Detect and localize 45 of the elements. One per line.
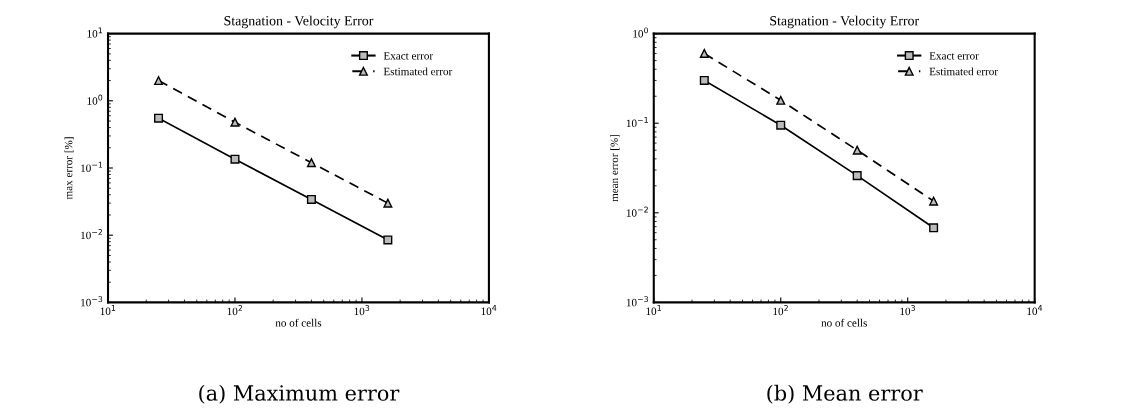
y-tick-label: 10$^{−1}$ (626, 117, 648, 128)
x-axis-title: no of cells (821, 318, 867, 327)
legend-label: Estimated error (383, 67, 453, 76)
point (154, 113, 164, 123)
text: (b) Mean error (767, 384, 923, 404)
x-tick-label: 10$^{4}$ (481, 305, 497, 316)
point (383, 198, 393, 208)
point (306, 158, 316, 168)
y-tick-label: 10$^{−3}$ (81, 296, 103, 307)
point (929, 196, 939, 206)
y-axis-title: max error [%] (64, 137, 74, 200)
x-tick-label: 10$^{2}$ (773, 305, 788, 316)
x-tick-label: 10$^{2}$ (227, 305, 243, 316)
point (776, 95, 786, 105)
text: (a) Maximum error (199, 384, 400, 404)
y-tick-label: 10$^{1}$ (87, 27, 103, 38)
point (154, 76, 164, 86)
point (852, 171, 862, 181)
chart-title: Stagnation - Velocity Error (224, 15, 374, 29)
point (776, 120, 786, 130)
x-tick-label: 10$^{4}$ (1027, 305, 1043, 316)
y-tick-label: 10$^{−1}$ (81, 161, 103, 172)
y-axis-title: mean error [%] (610, 134, 620, 202)
point (699, 48, 709, 58)
point (699, 75, 709, 85)
point (306, 194, 316, 204)
legend-label: Exact error (929, 52, 979, 60)
point (230, 154, 240, 164)
x-tick-label: 10$^{3}$ (354, 305, 370, 316)
y-tick-label: 10$^{−3}$ (626, 296, 648, 307)
legend-label: Estimated error (929, 67, 998, 76)
legend-label: Exact error (383, 52, 434, 60)
chart-title: Stagnation - Velocity Error (770, 15, 919, 29)
point (852, 145, 862, 155)
y-tick-label: 10$^{−2}$ (626, 206, 648, 217)
x-axis-title: no of cells (275, 318, 322, 327)
y-tick-label: 10$^{−2}$ (81, 229, 103, 240)
point (383, 235, 393, 245)
x-tick-label: 10$^{3}$ (900, 305, 915, 316)
point (230, 117, 240, 127)
y-tick-label: 10$^{0}$ (87, 94, 103, 105)
y-tick-label: 10$^{0}$ (633, 27, 649, 38)
point (929, 223, 939, 233)
x-tick-label: 10$^{1}$ (100, 305, 116, 316)
x-tick-label: 10$^{1}$ (646, 305, 661, 316)
